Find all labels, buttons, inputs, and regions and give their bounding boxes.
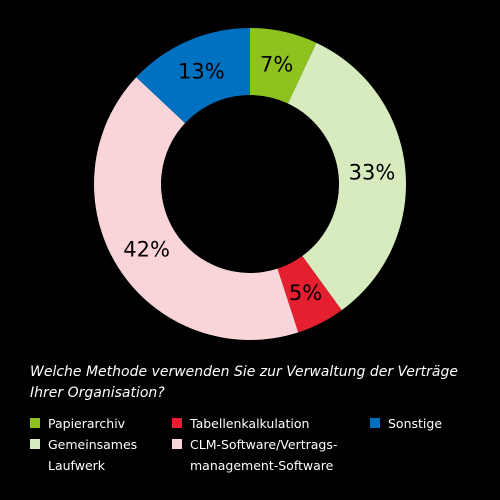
legend-item-0: Papierarchiv bbox=[30, 413, 125, 434]
slice-2 bbox=[277, 256, 342, 333]
slice-label-0: 7% bbox=[260, 52, 293, 76]
slice-label-1: 33% bbox=[349, 160, 396, 184]
slice-label-4: 13% bbox=[178, 60, 225, 84]
legend-label: Tabellenkalkulation bbox=[190, 416, 310, 431]
legend-label: CLM-Software/Vertrags- management-Softwa… bbox=[190, 437, 338, 473]
legend-label: Gemeinsames Laufwerk bbox=[48, 437, 138, 473]
slice-3 bbox=[94, 77, 299, 340]
legend-swatch bbox=[172, 439, 182, 449]
legend-item-4: Sonstige bbox=[370, 413, 442, 434]
legend-label: Sonstige bbox=[388, 416, 443, 431]
slice-labels: 7% 33% 5% 42% 13% bbox=[123, 52, 395, 305]
donut-chart: 7% 33% 5% 42% 13% bbox=[94, 28, 407, 340]
legend: Papierarchiv Tabellenkalkulation Sonstige G… bbox=[30, 413, 480, 483]
legend-item-1: Gemeinsames Laufwerk bbox=[30, 434, 137, 476]
legend-item-2: Tabellenkalkulation bbox=[172, 413, 309, 434]
slice-4 bbox=[136, 28, 250, 124]
legend-label: Papierarchiv bbox=[48, 416, 126, 431]
legend-swatch bbox=[30, 439, 40, 449]
legend-swatch bbox=[370, 418, 380, 428]
donut-slices bbox=[94, 28, 407, 340]
legend-swatch bbox=[30, 418, 40, 428]
slice-1 bbox=[287, 42, 407, 311]
chart-title: Welche Methode verwenden Sie zur Verwalt… bbox=[30, 364, 459, 401]
slice-label-3: 42% bbox=[123, 238, 170, 262]
legend-item-3: CLM-Software/Vertrags- management-Softwa… bbox=[172, 434, 337, 476]
legend-swatch bbox=[172, 418, 182, 428]
slice-label-2: 5% bbox=[289, 281, 322, 305]
slice-0 bbox=[250, 28, 317, 104]
